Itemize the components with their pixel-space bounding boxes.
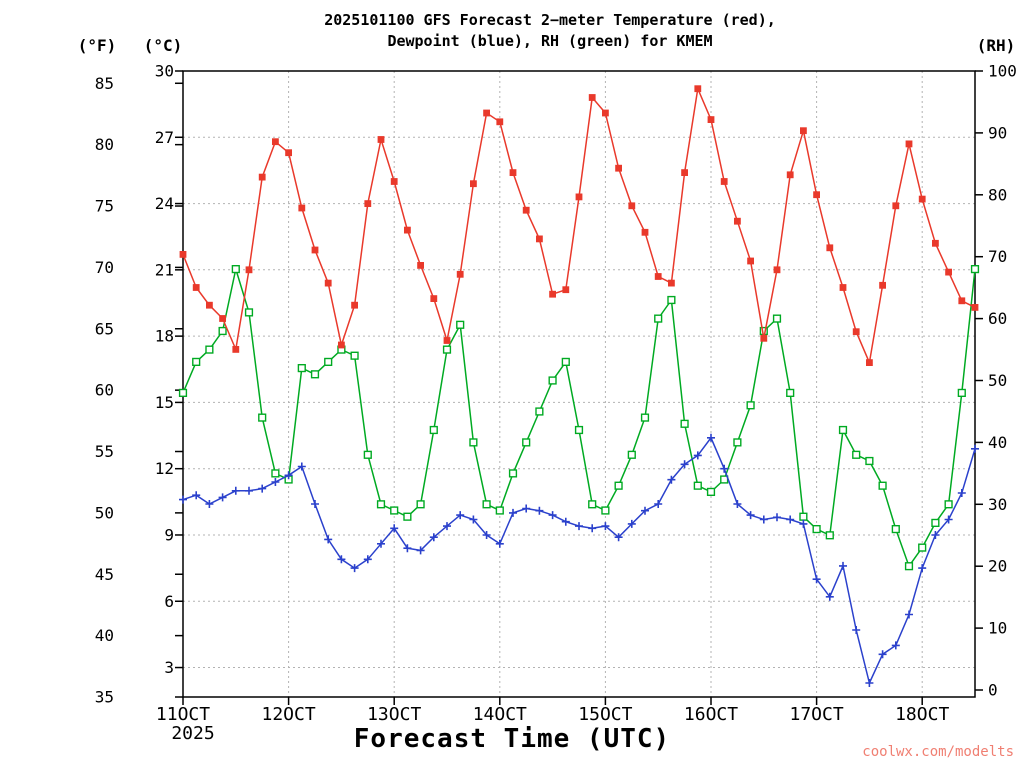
celsius-unit-label: (°C): [143, 36, 183, 55]
svg-text:65: 65: [95, 319, 114, 338]
svg-text:55: 55: [95, 442, 114, 461]
svg-text:12: 12: [155, 459, 174, 478]
plot-border: [182, 70, 976, 698]
svg-text:50: 50: [95, 503, 114, 522]
rh-series: [178, 265, 980, 571]
x-axis: 11OCT 12OCT 13OCT 14OCT 15OCT 16OCT 17OCT 18OCT…: [156, 697, 949, 744]
x-axis-title: Forecast Time (UTC): [353, 724, 671, 754]
svg-text:3: 3: [164, 658, 174, 677]
chart-title-line1: 2025101100 GFS Forecast 2−meter Temperat…: [324, 11, 776, 29]
svg-text:90: 90: [988, 123, 1007, 142]
svg-text:24: 24: [155, 194, 174, 213]
svg-text:15OCT: 15OCT: [578, 704, 632, 725]
svg-text:13OCT: 13OCT: [367, 704, 421, 725]
svg-text:75: 75: [95, 197, 114, 216]
watermark-link: coolwx.com/modelts: [862, 744, 1014, 760]
svg-text:15: 15: [155, 393, 174, 412]
fahrenheit-unit-label: (°F): [77, 36, 117, 55]
svg-text:10: 10: [988, 619, 1007, 638]
celsius-axis: 30 27 24 21 18 15 12 9 6 3: [155, 62, 183, 677]
chart-title: 2025101100 GFS Forecast 2−meter Temperat…: [76, 10, 1024, 52]
svg-text:18OCT: 18OCT: [895, 704, 949, 725]
dewpoint-series: [179, 433, 979, 687]
svg-text:40: 40: [988, 433, 1007, 452]
grid-lines: [183, 71, 975, 697]
svg-text:16OCT: 16OCT: [684, 704, 738, 725]
svg-text:12OCT: 12OCT: [262, 704, 316, 725]
svg-text:85: 85: [95, 74, 114, 93]
svg-text:18: 18: [155, 327, 174, 346]
svg-text:80: 80: [95, 135, 114, 154]
svg-text:21: 21: [155, 260, 174, 279]
svg-text:17OCT: 17OCT: [790, 704, 844, 725]
svg-text:30: 30: [988, 495, 1007, 514]
svg-text:60: 60: [988, 309, 1007, 328]
chart-title-line2: Dewpoint (blue), RH (green) for KMEM: [387, 32, 713, 50]
svg-text:60: 60: [95, 381, 114, 400]
svg-text:35: 35: [95, 688, 114, 707]
fahrenheit-axis: 85 80 75 70 65 60 55 50 45 40 35: [95, 74, 183, 707]
svg-text:14OCT: 14OCT: [473, 704, 527, 725]
svg-text:100: 100: [988, 62, 1017, 81]
svg-text:70: 70: [95, 258, 114, 277]
svg-text:80: 80: [988, 185, 1007, 204]
svg-text:6: 6: [164, 592, 174, 611]
svg-text:70: 70: [988, 247, 1007, 266]
svg-text:30: 30: [155, 62, 174, 81]
svg-text:20: 20: [988, 557, 1007, 576]
svg-text:2025: 2025: [171, 723, 214, 744]
svg-text:0: 0: [988, 681, 998, 700]
svg-text:40: 40: [95, 626, 114, 645]
rh-unit-label: (RH): [976, 36, 1016, 55]
svg-text:27: 27: [155, 128, 174, 147]
svg-text:50: 50: [988, 371, 1007, 390]
svg-text:9: 9: [164, 526, 174, 545]
temperature-series: [179, 85, 979, 366]
svg-text:45: 45: [95, 565, 114, 584]
svg-text:11OCT: 11OCT: [156, 704, 210, 725]
